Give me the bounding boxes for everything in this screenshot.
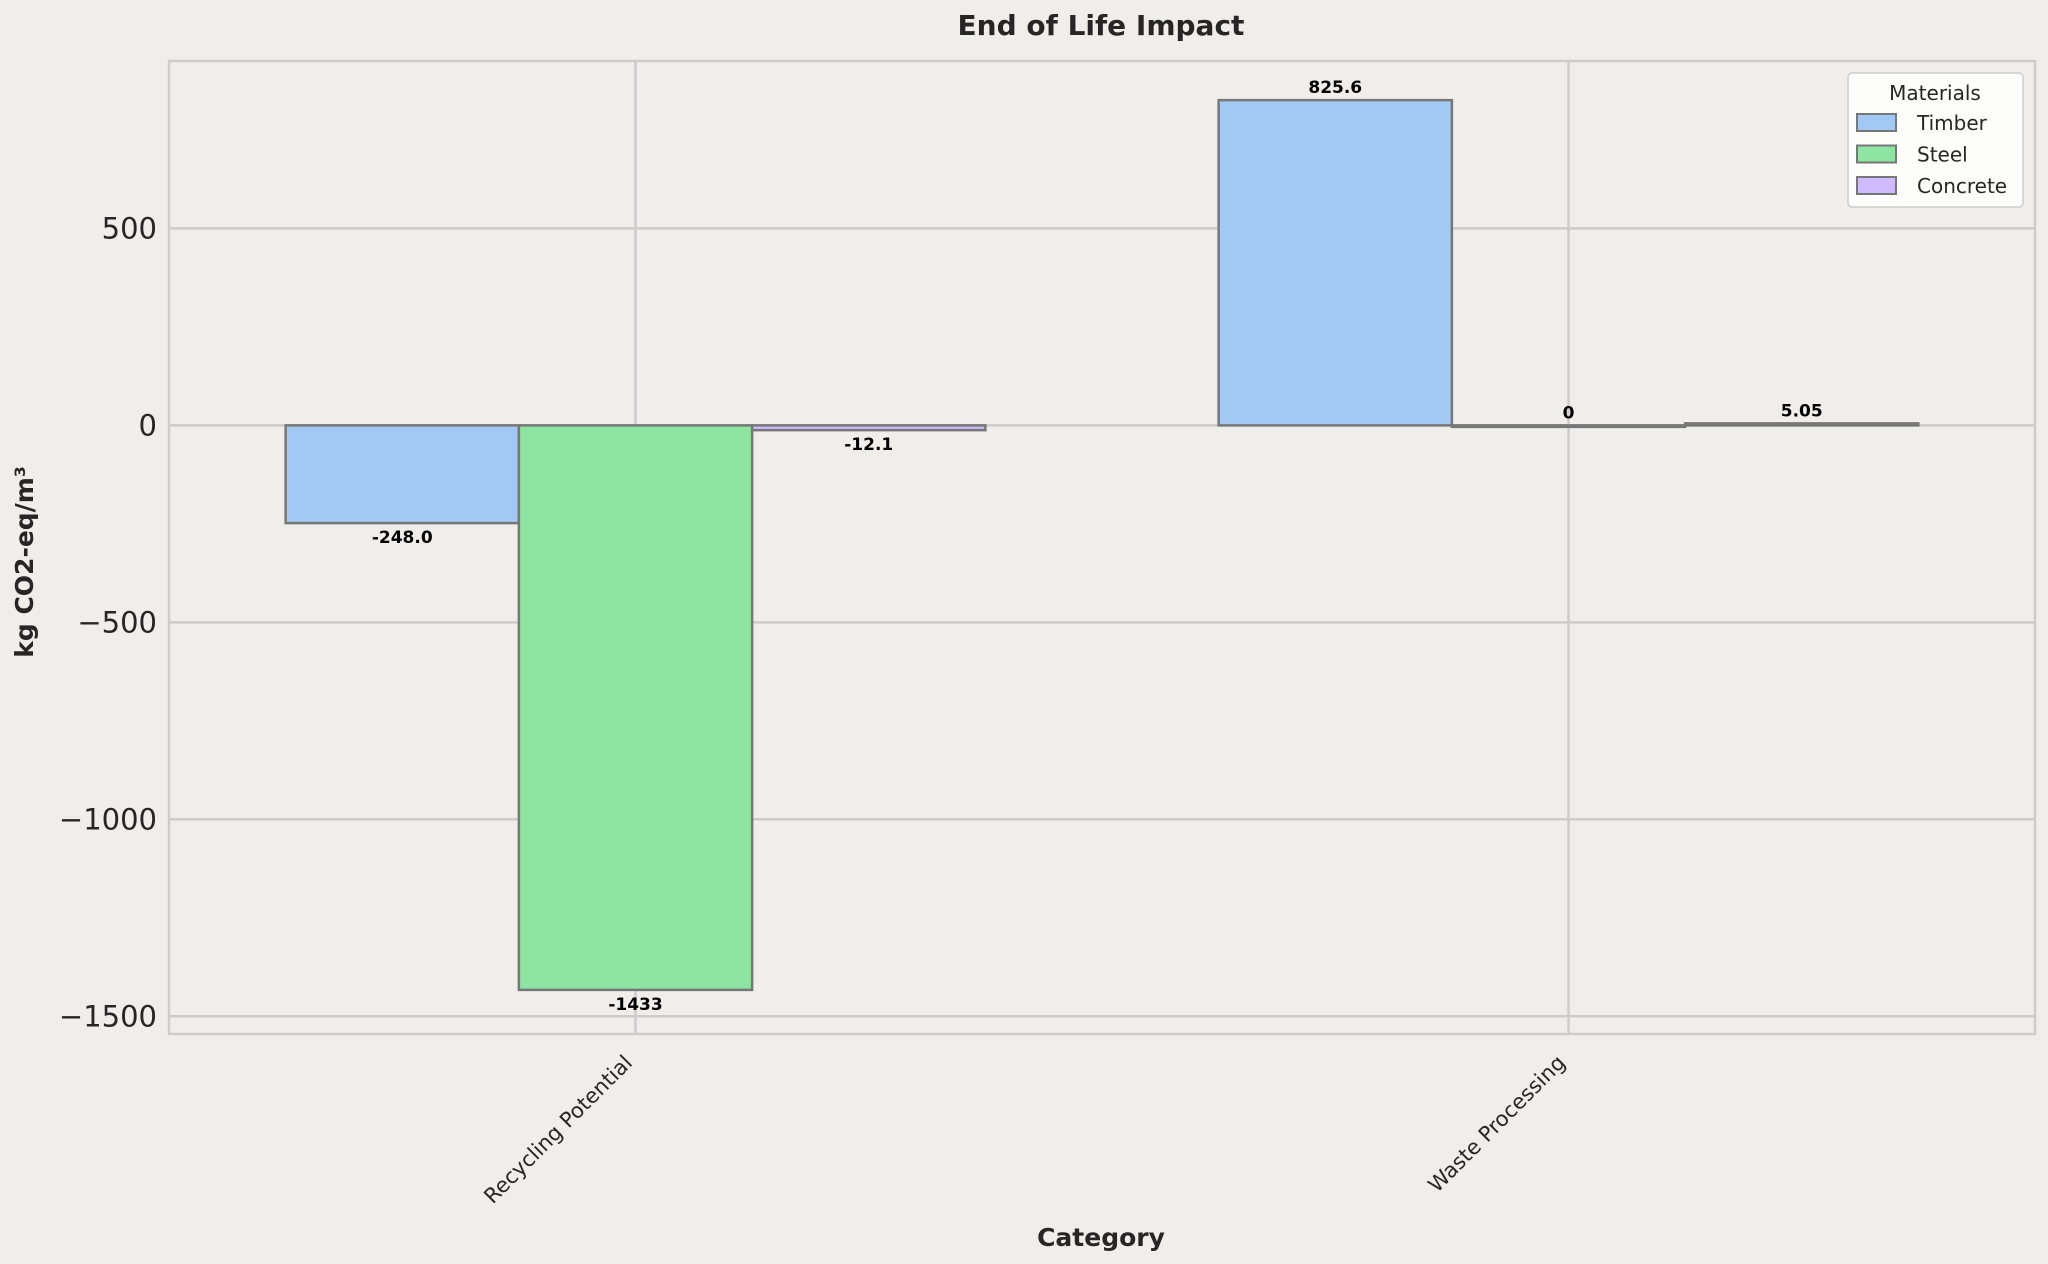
y-tick-label: −1000: [59, 802, 157, 836]
legend-swatch-steel: [1856, 144, 1897, 164]
bar-timber: [284, 424, 521, 525]
bars: [284, 98, 1920, 992]
data-label: -1433: [608, 995, 662, 1015]
bar-steel: [517, 424, 754, 992]
data-label: 825.6: [1308, 78, 1362, 98]
legend-label-timber: Timber: [1916, 111, 1988, 135]
legend: Materials Timber Steel Concrete: [1847, 72, 2024, 208]
data-label: 0: [1563, 403, 1575, 423]
y-axis-label: kg CO2-eq/m³: [10, 466, 39, 658]
plot-frame: [167, 59, 2037, 1036]
bar-concrete: [1683, 422, 1920, 427]
legend-box: [1847, 72, 2024, 208]
data-label: 5.05: [1781, 401, 1823, 421]
legend-label-steel: Steel: [1917, 143, 1968, 167]
legend-title: Materials: [1889, 81, 1981, 105]
y-tick-label: −500: [77, 605, 157, 639]
y-tick-label: 500: [102, 211, 157, 245]
x-axis-label: Category: [1037, 1223, 1165, 1252]
data-label: -12.1: [844, 435, 893, 455]
y-tick-label: 0: [139, 408, 157, 442]
bar-steel: [1450, 424, 1687, 429]
data-label: -248.0: [372, 528, 433, 548]
legend-label-concrete: Concrete: [1917, 174, 2007, 198]
y-tick-labels: 500 0 −500 −1000 −1500: [59, 211, 157, 1033]
bar-concrete: [750, 424, 987, 432]
data-labels: -248.0 825.6 -1433 0 -12.1 5.05: [372, 78, 1823, 1015]
y-tick-label: −1500: [59, 999, 157, 1033]
legend-items: Timber Steel Concrete: [1856, 111, 2007, 198]
bar-timber: [1217, 98, 1454, 427]
legend-swatch-concrete: [1856, 176, 1897, 195]
legend-swatch-timber: [1856, 113, 1897, 132]
chart-title: End of Life Impact: [958, 9, 1245, 42]
